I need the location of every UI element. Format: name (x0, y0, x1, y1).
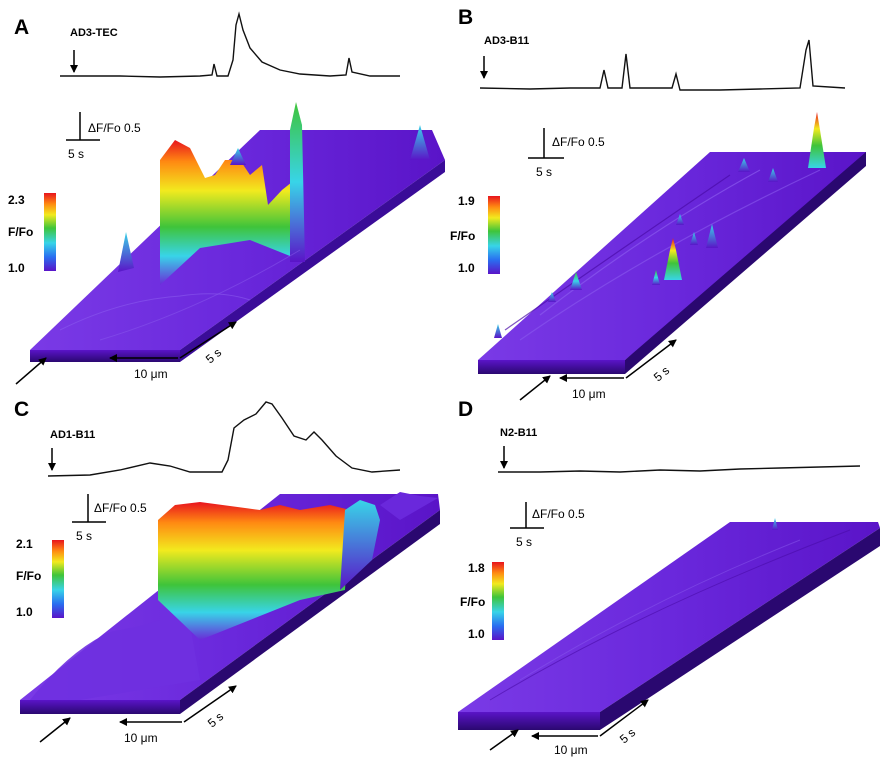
time-axis-arrow (183, 685, 237, 723)
colorbar-max: 1.8 (468, 561, 485, 575)
panel-letter: C (14, 398, 29, 421)
stimulus-arrow (519, 375, 551, 401)
stimulus-arrow (15, 357, 47, 385)
colorbar-title: F/Fo (460, 595, 485, 609)
scale-x-label: 5 s (68, 147, 84, 161)
colorbar (492, 562, 504, 640)
colorbar-min: 1.0 (468, 627, 485, 641)
space-axis-label: 10 μm (572, 387, 606, 401)
time-axis-label: 5 s (651, 363, 672, 384)
panel-letter: D (458, 398, 473, 421)
space-axis-label: 10 μm (124, 731, 158, 745)
colorbar-max: 2.3 (8, 193, 25, 207)
panel-a: A AD3-TEC ΔF/Fo 0.5 5 s 2.3 F/Fo 1.0 (8, 11, 445, 385)
time-axis-label: 5 s (203, 345, 224, 366)
time-axis-label: 5 s (617, 725, 638, 746)
condition-label: AD3-B11 (484, 35, 529, 47)
fluorescence-trace (47, 401, 401, 477)
scale-x-label: 5 s (536, 165, 552, 179)
stimulus-arrow (39, 717, 71, 743)
scale-bar (510, 502, 544, 529)
scale-x-label: 5 s (76, 529, 92, 543)
panel-b: B AD3-B11 ΔF/Fo 0.5 5 s 1.9 F/Fo 1.0 (450, 6, 866, 401)
colorbar (52, 540, 64, 618)
colorbar-min: 1.0 (16, 605, 33, 619)
colorbar-title: F/Fo (16, 569, 41, 583)
scale-x-label: 5 s (516, 535, 532, 549)
scale-bar (66, 112, 100, 141)
condition-label: AD3-TEC (70, 27, 118, 39)
space-axis-label: 10 μm (134, 367, 168, 381)
panel-d: D N2-B11 ΔF/Fo 0.5 5 s 1.8 F/Fo 1.0 10 μ… (458, 398, 880, 757)
condition-label: AD1-B11 (50, 429, 95, 441)
scale-bar (72, 494, 106, 523)
panel-letter: A (14, 16, 29, 39)
colorbar-title: F/Fo (8, 225, 33, 239)
time-axis-arrow (599, 699, 649, 737)
colorbar-min: 1.0 (458, 261, 475, 275)
time-axis-arrow (179, 321, 237, 359)
scale-bar (528, 128, 564, 159)
colorbar-max: 1.9 (458, 194, 475, 208)
time-axis-arrow (625, 339, 677, 379)
panel-c: C AD1-B11 ΔF/Fo 0.5 5 s 2.1 F/Fo 1.0 10 … (14, 398, 440, 745)
fluorescence-trace (498, 465, 861, 473)
colorbar-min: 1.0 (8, 261, 25, 275)
scale-y-label: ΔF/Fo 0.5 (552, 135, 605, 149)
space-axis-label: 10 μm (554, 743, 588, 757)
surface-plot (30, 102, 445, 362)
surface-plot (478, 112, 866, 374)
stimulus-arrow (489, 729, 519, 751)
surface-plot (20, 492, 440, 714)
colorbar-title: F/Fo (450, 229, 475, 243)
scale-y-label: ΔF/Fo 0.5 (94, 501, 147, 515)
scale-y-label: ΔF/Fo 0.5 (88, 121, 141, 135)
fluorescence-trace (60, 11, 400, 78)
scale-y-label: ΔF/Fo 0.5 (532, 507, 585, 521)
panel-letter: B (458, 6, 473, 29)
colorbar-max: 2.1 (16, 537, 33, 551)
condition-label: N2-B11 (500, 427, 537, 439)
surface-plot (458, 518, 880, 730)
time-axis-label: 5 s (205, 709, 226, 730)
colorbar (44, 193, 56, 271)
colorbar (488, 196, 500, 274)
fluorescence-trace (479, 39, 846, 91)
